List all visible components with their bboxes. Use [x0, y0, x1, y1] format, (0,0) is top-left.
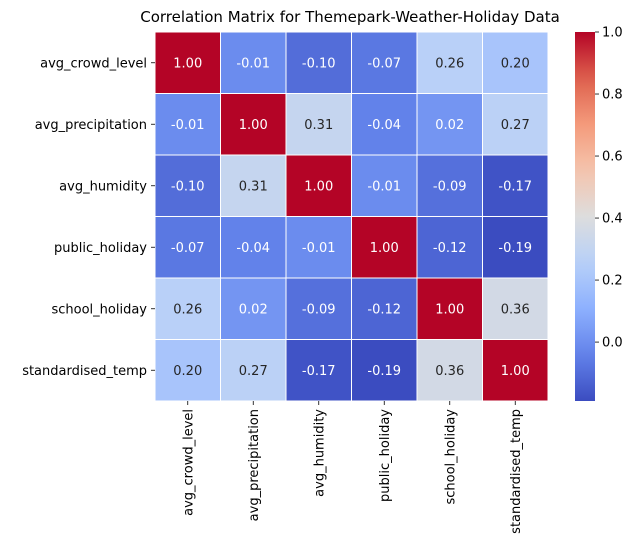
cell-value-label: 0.27 — [239, 364, 268, 379]
cell-value-label: 1.00 — [435, 302, 464, 317]
cell-value-label: -0.09 — [433, 179, 467, 194]
cell-value-label: -0.09 — [302, 302, 336, 317]
row-label: public_holiday — [54, 241, 147, 256]
colorbar-tick-label: 1.0 — [602, 26, 623, 41]
column-label: avg_humidity — [312, 409, 327, 497]
heatmap-cell — [416, 154, 483, 217]
cell-value-label: 0.36 — [501, 302, 530, 317]
cell-value-label: 0.31 — [239, 179, 268, 194]
cell-value-label: -0.01 — [302, 241, 336, 256]
column-label: standardised_temp — [509, 409, 524, 534]
heatmap-cell — [154, 339, 221, 402]
row-label: avg_humidity — [59, 179, 147, 194]
heatmap-cell — [482, 277, 549, 340]
cell-value-label: 0.02 — [239, 302, 268, 317]
row-label: school_holiday — [51, 302, 147, 317]
cell-value-label: 1.00 — [370, 241, 399, 256]
colorbar-tick-label: 0.8 — [602, 88, 623, 103]
cell-value-label: -0.01 — [367, 179, 401, 194]
heatmap-cell — [285, 216, 352, 279]
cell-value-label: -0.01 — [236, 56, 270, 71]
heatmap-cell — [220, 216, 287, 279]
row-label: avg_precipitation — [35, 118, 147, 133]
cell-value-label: -0.04 — [236, 241, 270, 256]
row-label: standardised_temp — [22, 364, 147, 379]
cell-value-label: -0.12 — [433, 241, 467, 256]
cell-value-label: 1.00 — [239, 118, 268, 133]
cell-value-label: -0.07 — [171, 241, 205, 256]
heatmap-cell — [351, 31, 418, 94]
heatmap-cell — [220, 93, 287, 156]
heatmap-cell — [285, 277, 352, 340]
heatmap-cell — [154, 277, 221, 340]
cell-value-label: -0.01 — [171, 118, 205, 133]
row-label: avg_crowd_level — [40, 56, 147, 71]
cell-value-label: 0.02 — [435, 118, 464, 133]
cell-value-label: -0.17 — [302, 364, 336, 379]
colorbar: 1.0 0.8 0.6 0.4 0.2 0.0 — [575, 26, 623, 401]
cell-value-label: 0.26 — [173, 302, 202, 317]
cell-value-label: -0.10 — [171, 179, 205, 194]
cell-value-label: 1.00 — [304, 179, 333, 194]
colorbar-gradient — [575, 32, 595, 401]
cell-value-label: 0.27 — [501, 118, 530, 133]
cell-value-label: -0.19 — [498, 241, 532, 256]
column-label: avg_crowd_level — [181, 409, 196, 516]
cell-value-label: -0.19 — [367, 364, 401, 379]
cell-value-label: 0.20 — [173, 364, 202, 379]
cell-value-label: -0.17 — [498, 179, 532, 194]
heatmap-cell — [351, 93, 418, 156]
heatmap-cell — [220, 154, 287, 217]
heatmap-cell — [482, 216, 549, 279]
heatmap-cell — [351, 216, 418, 279]
cell-value-label: -0.04 — [367, 118, 401, 133]
cell-value-label: 1.00 — [173, 56, 202, 71]
row-labels: avg_crowd_level avg_precipitation avg_humi… — [22, 56, 155, 379]
heatmap-cell — [154, 31, 221, 94]
cell-value-label: 0.20 — [501, 56, 530, 71]
colorbar-tick-label: 0.2 — [602, 274, 623, 289]
cell-value-label: 0.36 — [435, 364, 464, 379]
heatmap-cell — [416, 277, 483, 340]
cell-value-label: -0.10 — [302, 56, 336, 71]
column-label: avg_precipitation — [247, 409, 262, 521]
cell-value-label: 0.31 — [304, 118, 333, 133]
heatmap-cell — [482, 93, 549, 156]
heatmap-cells: 1.00 -0.01 -0.10 -0.07 0.26 0.20 -0.01 1.00 0.31… — [154, 31, 549, 402]
chart-title: Correlation Matrix for Themepark-Weather… — [140, 8, 560, 26]
heatmap-cell — [220, 31, 287, 94]
colorbar-tick-label: 0.6 — [602, 150, 623, 165]
heatmap-cell — [482, 339, 549, 402]
heatmap-cell — [482, 31, 549, 94]
colorbar-tick-label: 0.4 — [602, 212, 623, 227]
heatmap-cell — [154, 216, 221, 279]
heatmap-cell — [285, 31, 352, 94]
cell-value-label: -0.07 — [367, 56, 401, 71]
heatmap-cell — [482, 154, 549, 217]
cell-value-label: 0.26 — [435, 56, 464, 71]
cell-value-label: 1.00 — [501, 364, 530, 379]
column-labels: avg_crowd_level avg_precipitation avg_humi… — [181, 401, 524, 534]
column-label: school_holiday — [443, 409, 458, 505]
cell-value-label: -0.12 — [367, 302, 401, 317]
heatmap-cell — [416, 216, 483, 279]
heatmap-cell — [351, 154, 418, 217]
column-label: public_holiday — [378, 409, 393, 502]
heatmap-cell — [351, 277, 418, 340]
colorbar-tick-label: 0.0 — [602, 336, 623, 351]
